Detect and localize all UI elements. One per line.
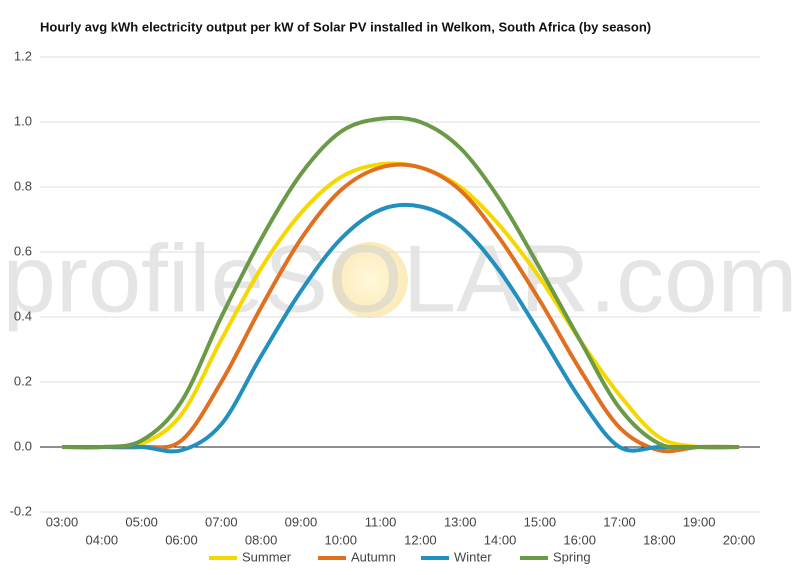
y-tick-label: 0.4 xyxy=(14,308,32,323)
x-tick-label: 17:00 xyxy=(603,514,636,529)
chart-title: Hourly avg kWh electricity output per kW… xyxy=(40,19,651,34)
y-tick-label: 0.8 xyxy=(14,178,32,193)
x-tick-label: 04:00 xyxy=(86,532,119,547)
x-tick-label: 12:00 xyxy=(404,532,437,547)
x-tick-label: 20:00 xyxy=(723,532,756,547)
series-line xyxy=(61,115,740,450)
y-tick-label: 0.6 xyxy=(14,243,32,258)
x-tick-label: 03:00 xyxy=(46,514,79,529)
series-line xyxy=(62,202,739,454)
legend-label: Spring xyxy=(553,549,591,564)
x-tick-label: 14:00 xyxy=(484,532,517,547)
series-line xyxy=(62,162,740,454)
watermark: profileSOLAR.com xyxy=(3,225,798,332)
x-tick-label: 08:00 xyxy=(245,532,278,547)
x-tick-label: 10:00 xyxy=(324,532,357,547)
legend-label: Summer xyxy=(242,549,292,564)
x-tick-label: 07:00 xyxy=(205,514,238,529)
y-tick-label: 1.2 xyxy=(14,48,32,63)
legend-label: Winter xyxy=(454,549,492,564)
watermark-sun xyxy=(332,242,408,318)
x-tick-label: 13:00 xyxy=(444,514,477,529)
x-tick-label: 19:00 xyxy=(683,514,716,529)
y-tick-label: 1.0 xyxy=(14,113,32,128)
legend-label: Autumn xyxy=(351,549,396,564)
x-tick-label: 06:00 xyxy=(165,532,198,547)
x-tick-label: 11:00 xyxy=(365,514,397,529)
y-tick-label: 0.2 xyxy=(14,373,32,388)
x-tick-label: 16:00 xyxy=(563,532,596,547)
y-tick-label: -0.2 xyxy=(10,503,32,518)
y-tick-label: 0.0 xyxy=(14,438,32,453)
x-tick-label: 09:00 xyxy=(285,514,318,529)
x-tick-label: 05:00 xyxy=(125,514,158,529)
x-tick-label: 18:00 xyxy=(643,532,676,547)
x-tick-label: 15:00 xyxy=(524,514,557,529)
